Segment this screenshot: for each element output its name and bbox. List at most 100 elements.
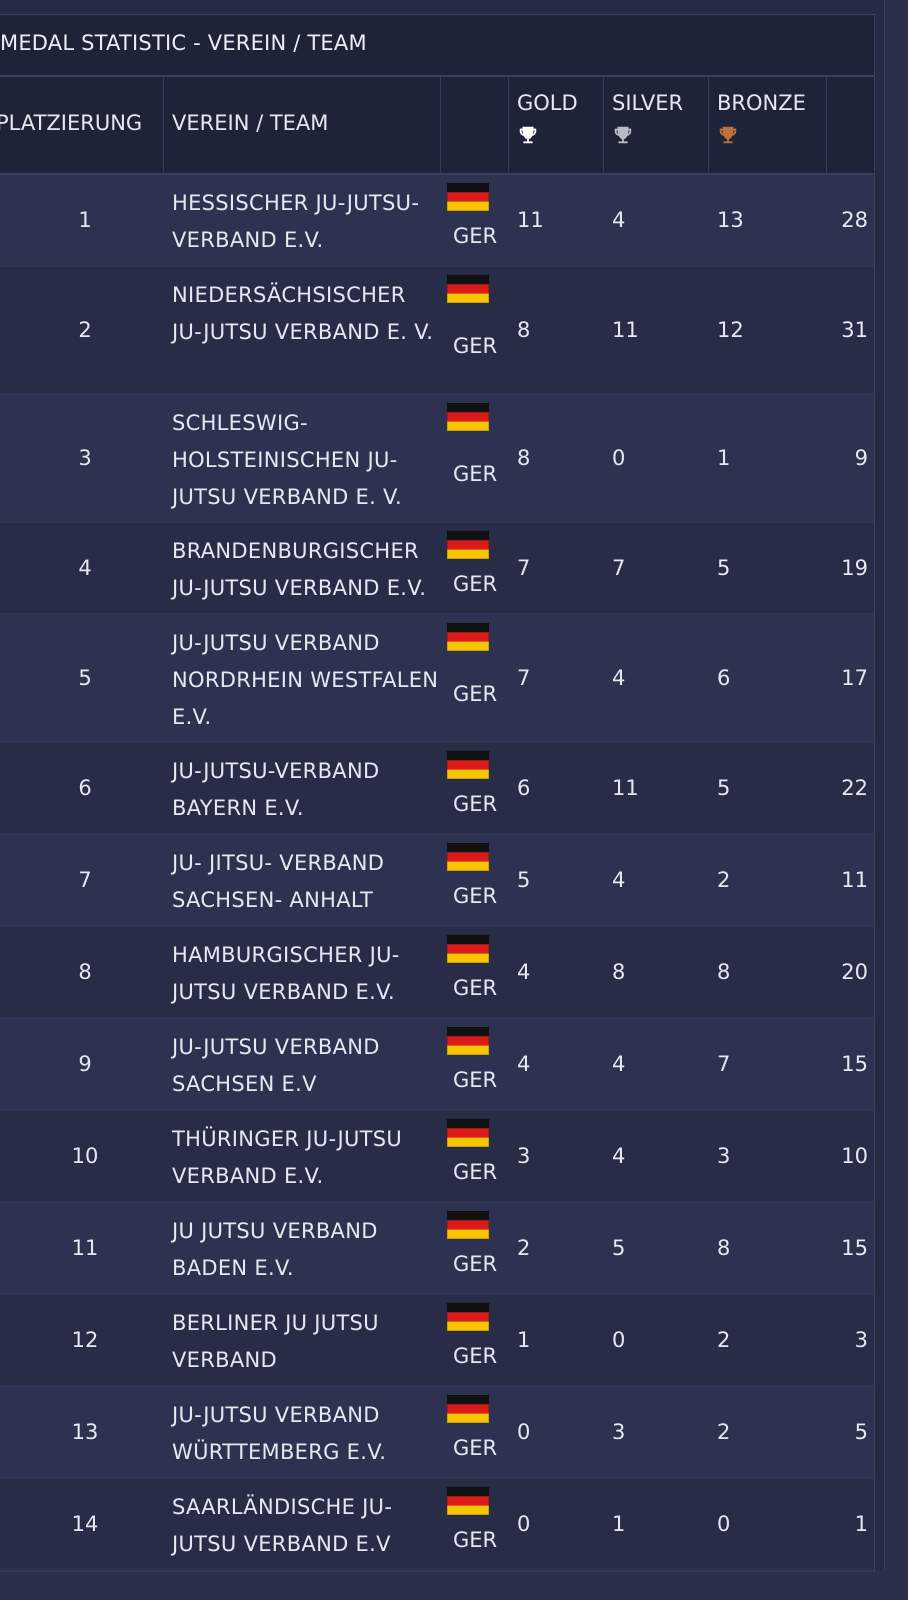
team-name: HESSISCHER JU-JUTSU-VERBAND E.V. — [172, 191, 420, 252]
country-code: GER — [453, 1068, 498, 1092]
country-code: GER — [453, 462, 498, 486]
total-count: 19 — [841, 556, 868, 580]
table-row: 10 THÜRINGER JU-JUTSU VERBAND E.V. GER 3 4 3 1… — [0, 1111, 874, 1203]
bronze-count: 1 — [717, 446, 731, 470]
silver-count: 0 — [612, 446, 626, 470]
medal-statistic-panel: MEDAL STATISTIC - VEREIN / TEAM PLATZIER… — [0, 14, 875, 1572]
total-count: 1 — [854, 1512, 868, 1536]
table-row: 6 JU-JUTSU-VERBAND BAYERN E.V. GER 6 11 5 22 — [0, 743, 874, 835]
germany-flag-icon — [447, 1395, 489, 1423]
rank-cell: 3 — [78, 446, 92, 470]
country-cell: GER — [441, 835, 509, 925]
country-code: GER — [453, 572, 498, 596]
bronze-count: 3 — [717, 1144, 731, 1168]
country-cell: GER — [441, 743, 509, 833]
total-count: 22 — [841, 776, 868, 800]
rank-cell: 6 — [78, 776, 92, 800]
total-count: 28 — [841, 208, 868, 232]
total-count: 5 — [854, 1420, 868, 1444]
total-count: 3 — [854, 1328, 868, 1352]
total-count: 9 — [854, 446, 868, 470]
germany-flag-icon — [447, 403, 489, 431]
team-name: BERLINER JU JUTSU VERBAND — [172, 1311, 379, 1372]
country-code: GER — [453, 1252, 498, 1276]
country-cell: GER — [441, 395, 509, 521]
germany-flag-icon — [447, 275, 489, 303]
rank-cell: 2 — [78, 318, 92, 342]
gold-count: 6 — [517, 776, 531, 800]
table-header: PLATZIERUNG VEREIN / TEAM GOLD SILVER BR… — [0, 77, 874, 175]
country-cell: GER — [441, 523, 509, 613]
rank-cell: 1 — [78, 208, 92, 232]
table-row: 5 JU-JUTSU VERBAND NORDRHEIN WESTFALEN E.… — [0, 615, 874, 743]
header-bronze-label: BRONZE — [717, 91, 806, 115]
silver-count: 0 — [612, 1328, 626, 1352]
rank-cell: 5 — [78, 666, 92, 690]
gold-count: 11 — [517, 208, 544, 232]
team-name: JU-JUTSU VERBAND WÜRTTEMBERG E.V. — [172, 1403, 387, 1464]
germany-flag-icon — [447, 1487, 489, 1515]
table-row: 3 SCHLESWIG-HOLSTEINISCHEN JU-JUTSU VERBA… — [0, 395, 874, 523]
team-name: NIEDERSÄCHSISCHER JU-JUTSU VERBAND E. V. — [172, 283, 434, 344]
silver-count: 4 — [612, 1052, 626, 1076]
team-name: HAMBURGISCHER JU-JUTSU VERBAND E.V. — [172, 943, 400, 1004]
silver-count: 4 — [612, 208, 626, 232]
table-row: 12 BERLINER JU JUTSU VERBAND GER 1 0 2 3 — [0, 1295, 874, 1387]
country-code: GER — [453, 1344, 498, 1368]
gold-count: 8 — [517, 446, 531, 470]
bronze-count: 6 — [717, 666, 731, 690]
country-cell: GER — [441, 1295, 509, 1385]
gold-count: 7 — [517, 666, 531, 690]
silver-count: 11 — [612, 776, 639, 800]
header-rank: PLATZIERUNG — [0, 77, 164, 173]
silver-count: 4 — [612, 1144, 626, 1168]
bronze-count: 8 — [717, 1236, 731, 1260]
header-country — [441, 77, 509, 173]
country-code: GER — [453, 976, 498, 1000]
country-code: GER — [453, 682, 498, 706]
gold-count: 0 — [517, 1420, 531, 1444]
country-cell: GER — [441, 175, 509, 265]
gold-count: 4 — [517, 1052, 531, 1076]
header-gold-label: GOLD — [517, 91, 578, 115]
header-silver-label: SILVER — [612, 91, 684, 115]
header-total — [827, 77, 874, 173]
germany-flag-icon — [447, 1211, 489, 1239]
bronze-count: 2 — [717, 1328, 731, 1352]
germany-flag-icon — [447, 183, 489, 211]
total-count: 17 — [841, 666, 868, 690]
country-code: GER — [453, 884, 498, 908]
panel-title: MEDAL STATISTIC - VEREIN / TEAM — [0, 15, 874, 77]
silver-count: 11 — [612, 318, 639, 342]
team-name: SCHLESWIG-HOLSTEINISCHEN JU-JUTSU VERBAN… — [172, 411, 402, 509]
rank-cell: 9 — [78, 1052, 92, 1076]
country-code: GER — [453, 1436, 498, 1460]
germany-flag-icon — [447, 1119, 489, 1147]
country-cell: GER — [441, 267, 509, 393]
gold-count: 8 — [517, 318, 531, 342]
silver-trophy-icon — [614, 126, 632, 144]
team-name: THÜRINGER JU-JUTSU VERBAND E.V. — [172, 1127, 403, 1188]
country-code: GER — [453, 224, 498, 248]
silver-count: 5 — [612, 1236, 626, 1260]
table-row: 7 JU- JITSU- VERBAND SACHSEN- ANHALT GER 5 4… — [0, 835, 874, 927]
country-cell: GER — [441, 1019, 509, 1109]
team-name: BRANDENBURGISCHER JU-JUTSU VERBAND E.V. — [172, 539, 427, 600]
country-code: GER — [453, 1528, 498, 1552]
total-count: 15 — [841, 1052, 868, 1076]
rank-cell: 13 — [71, 1420, 99, 1444]
bronze-count: 12 — [717, 318, 744, 342]
bronze-count: 13 — [717, 208, 744, 232]
table-row: 13 JU-JUTSU VERBAND WÜRTTEMBERG E.V. GER 0 3… — [0, 1387, 874, 1479]
silver-count: 4 — [612, 666, 626, 690]
team-name: JU-JUTSU VERBAND NORDRHEIN WESTFALEN E.V… — [172, 631, 439, 729]
bronze-trophy-icon — [719, 126, 737, 144]
total-count: 11 — [841, 868, 868, 892]
table-row: 9 JU-JUTSU VERBAND SACHSEN E.V GER 4 4 7 15 — [0, 1019, 874, 1111]
gold-count: 4 — [517, 960, 531, 984]
bronze-count: 2 — [717, 1420, 731, 1444]
gold-count: 2 — [517, 1236, 531, 1260]
germany-flag-icon — [447, 623, 489, 651]
rank-cell: 14 — [71, 1512, 99, 1536]
germany-flag-icon — [447, 843, 489, 871]
